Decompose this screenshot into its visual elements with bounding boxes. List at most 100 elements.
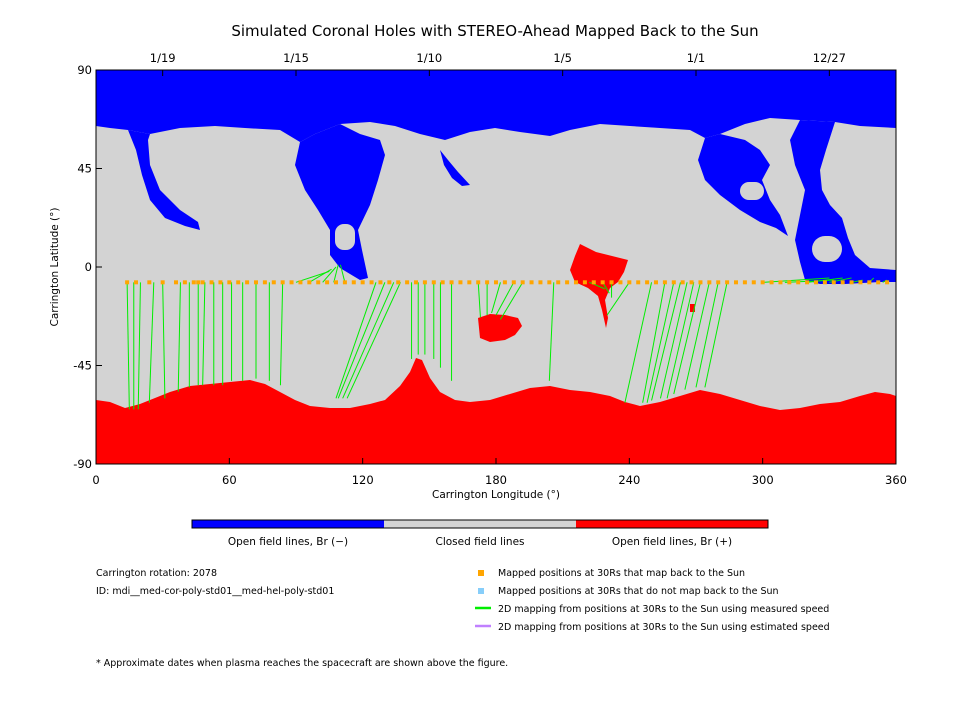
mapped-position: [867, 280, 872, 285]
closed-island-east-2: [740, 182, 764, 200]
mapping-line: [335, 282, 377, 399]
mapping-line: [322, 266, 337, 283]
mapped-position: [134, 280, 138, 285]
mapped-position: [511, 280, 516, 285]
mapped-position: [698, 280, 703, 285]
mapped-position: [125, 280, 130, 285]
mapping-line: [162, 282, 166, 399]
mapped-position: [751, 280, 756, 285]
mapped-position: [858, 280, 863, 285]
mapped-position: [689, 280, 694, 285]
mapping-line: [202, 282, 206, 386]
mapping-line: [548, 282, 555, 381]
mapping-line: [177, 282, 181, 392]
mapped-position: [831, 280, 836, 285]
negative-lobe-west: [128, 130, 200, 230]
field-map: [96, 70, 896, 464]
mapped-position: [218, 280, 223, 285]
colorbar: Open field lines, Br (−) Closed field li…: [191, 519, 769, 548]
mapping-line: [646, 282, 675, 403]
colorbar-label-positive: Open field lines, Br (+): [612, 536, 732, 548]
mapping-line: [500, 282, 524, 320]
mapping-line: [651, 282, 681, 401]
date-tick-label: 1/19: [150, 51, 176, 65]
mapped-position: [707, 280, 712, 285]
mapping-line: [642, 282, 666, 403]
date-tick-label: 1/15: [283, 51, 309, 65]
mapped-position: [307, 280, 312, 285]
footnote: * Approximate dates when plasma reaches …: [96, 658, 508, 669]
legend-unmapped-marker: [478, 588, 484, 594]
mapped-position: [627, 280, 632, 285]
mapped-position: [378, 280, 383, 285]
mapping-line: [477, 282, 481, 318]
mapped-position: [662, 280, 667, 285]
mapped-position: [760, 280, 765, 285]
legend-estimated-label: 2D mapping from positions at 30Rs to the…: [498, 622, 830, 633]
legend-unmapped-label: Mapped positions at 30Rs that do not map…: [498, 586, 779, 597]
x-tick-label: 180: [485, 473, 507, 487]
mapped-position: [885, 280, 890, 285]
mapped-position: [458, 280, 463, 285]
mapped-position: [191, 280, 196, 285]
colorbar-label-negative: Open field lines, Br (−): [228, 536, 348, 548]
closed-island-central: [335, 224, 355, 250]
colorbar-label-closed: Closed field lines: [435, 536, 524, 548]
mapped-position: [254, 280, 258, 285]
mapped-position: [529, 280, 534, 285]
mapped-position: [334, 280, 338, 285]
mapped-position: [182, 280, 187, 285]
mapped-position: [298, 280, 303, 285]
x-axis-label: Carrington Longitude (°): [432, 489, 560, 501]
mapped-position: [387, 280, 392, 285]
mapped-position: [351, 280, 356, 285]
mapped-position: [814, 280, 818, 285]
y-axis-label: Carrington Latitude (°): [49, 208, 61, 327]
mapped-position: [200, 280, 205, 285]
mapped-position: [431, 280, 436, 285]
legend: Mapped positions at 30Rs that map back t…: [475, 568, 830, 633]
mapped-position: [369, 280, 374, 285]
mapped-position: [725, 280, 730, 285]
mapping-line: [137, 282, 141, 410]
carrington-rotation: Carrington rotation: 2078: [96, 568, 217, 579]
mapped-position: [636, 280, 641, 285]
mapped-position: [822, 280, 827, 285]
mapping-line: [148, 282, 155, 403]
mapping-line: [666, 282, 695, 399]
mapped-position: [769, 280, 774, 285]
mapping-line: [673, 282, 701, 395]
mapping-line: [342, 282, 395, 399]
negative-open-field-north: [96, 70, 896, 142]
chart-title: Simulated Coronal Holes with STEREO-Ahea…: [231, 22, 758, 40]
mapped-position: [618, 280, 623, 285]
mapping-line: [624, 282, 653, 403]
mapped-positions: [125, 280, 890, 285]
mapped-position: [671, 280, 676, 285]
mapped-position: [262, 280, 267, 285]
mapped-position: [325, 280, 330, 285]
date-tick-label: 1/5: [553, 51, 572, 65]
mapped-position: [174, 280, 178, 285]
mapped-position: [485, 280, 490, 285]
y-tick-label: 90: [77, 63, 92, 77]
mapped-position: [449, 280, 454, 285]
x-tick-label: 240: [618, 473, 640, 487]
mapped-position: [209, 280, 214, 285]
colorbar-negative: [192, 520, 384, 528]
colorbar-closed: [384, 520, 576, 528]
mapped-position: [796, 280, 801, 285]
y-tick-label: 45: [77, 162, 92, 176]
y-tick-label: -45: [73, 359, 92, 373]
mapped-position: [849, 280, 854, 285]
mapping-line: [704, 282, 728, 388]
mapping-line: [337, 282, 386, 399]
mapped-position: [236, 280, 241, 285]
positive-open-field-south: [96, 358, 896, 464]
mapped-position: [582, 280, 587, 285]
mapped-position: [840, 280, 845, 285]
mapped-position: [876, 280, 881, 285]
mapped-position: [467, 280, 472, 285]
mapping-line: [333, 264, 339, 283]
mapped-position: [742, 280, 747, 285]
